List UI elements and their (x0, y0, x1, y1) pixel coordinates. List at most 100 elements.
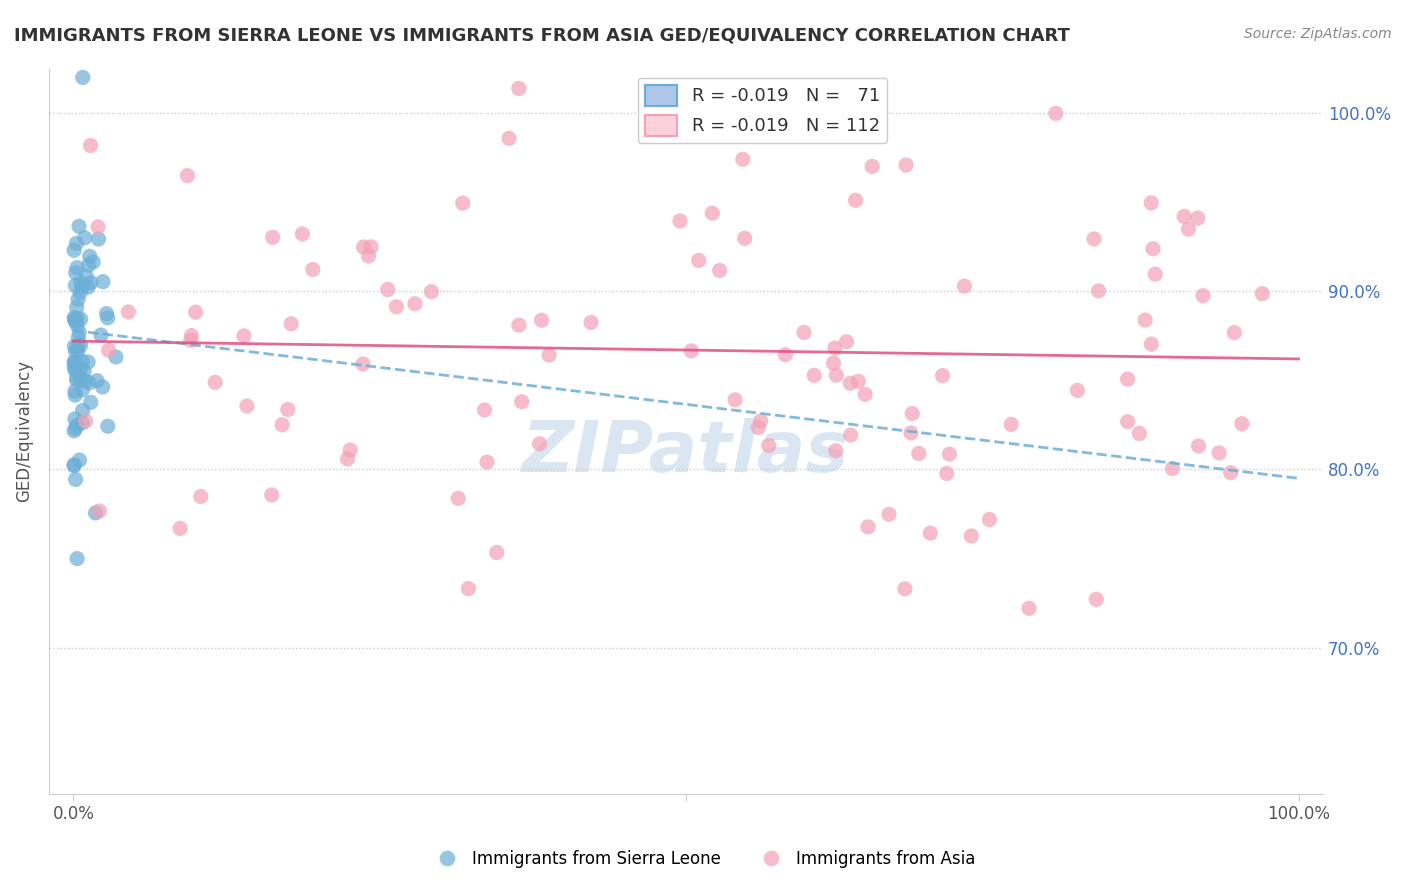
Sierra Leone (65, 473, 87, 487)
Sierra Leone (67, 331, 90, 345)
Asia (1177, 222, 1199, 236)
Asia (457, 582, 479, 596)
Sierra Leone (72, 403, 94, 417)
Asia (1161, 461, 1184, 475)
Asia (657, 117, 679, 131)
Asia (277, 402, 299, 417)
Asia (749, 414, 772, 428)
Asia (184, 305, 207, 319)
Text: IMMIGRANTS FROM SIERRA LEONE VS IMMIGRANTS FROM ASIA GED/EQUIVALENCY CORRELATION: IMMIGRANTS FROM SIERRA LEONE VS IMMIGRAN… (14, 27, 1070, 45)
Asia (709, 263, 731, 277)
Y-axis label: GED/Equivalency: GED/Equivalency (15, 360, 32, 502)
Asia (920, 526, 942, 541)
Asia (301, 262, 323, 277)
Sierra Leone (63, 363, 86, 377)
Asia (901, 407, 924, 421)
Asia (280, 317, 302, 331)
Asia (724, 392, 747, 407)
Asia (734, 231, 756, 245)
Sierra Leone (63, 458, 86, 472)
Asia (1223, 326, 1246, 340)
Asia (894, 582, 917, 596)
Sierra Leone (63, 244, 86, 258)
Asia (352, 357, 374, 371)
Sierra Leone (65, 236, 87, 251)
Sierra Leone (65, 361, 87, 376)
Sierra Leone (84, 506, 107, 520)
Sierra Leone (80, 395, 103, 409)
Sierra Leone (63, 412, 86, 426)
Asia (475, 455, 498, 469)
Asia (1018, 601, 1040, 615)
Sierra Leone (75, 374, 97, 388)
Sierra Leone (66, 370, 89, 384)
Asia (979, 512, 1001, 526)
Sierra Leone (63, 355, 86, 369)
Asia (485, 545, 508, 559)
Asia (498, 131, 520, 145)
Asia (960, 529, 983, 543)
Asia (775, 348, 797, 362)
Asia (530, 313, 553, 327)
Asia (180, 328, 202, 343)
Sierra Leone (75, 269, 97, 284)
Asia (1128, 426, 1150, 441)
Sierra Leone (79, 249, 101, 263)
Sierra Leone (63, 312, 86, 326)
Sierra Leone (65, 373, 87, 387)
Asia (508, 318, 530, 333)
Asia (824, 341, 846, 355)
Sierra Leone (67, 219, 90, 234)
Sierra Leone (72, 279, 94, 293)
Asia (336, 451, 359, 466)
Sierra Leone (77, 355, 100, 369)
Text: ZIPatlas: ZIPatlas (523, 418, 849, 487)
Asia (1192, 289, 1215, 303)
Asia (1133, 313, 1156, 327)
Sierra Leone (79, 376, 101, 390)
Asia (1140, 337, 1163, 351)
Sierra Leone (63, 355, 86, 369)
Asia (835, 334, 858, 349)
Sierra Leone (66, 418, 89, 433)
Asia (702, 206, 724, 220)
Asia (529, 437, 551, 451)
Sierra Leone (70, 360, 93, 375)
Sierra Leone (91, 380, 114, 394)
Asia (377, 283, 399, 297)
Sierra Leone (63, 339, 86, 353)
Sierra Leone (69, 338, 91, 352)
Asia (824, 443, 846, 458)
Asia (579, 315, 602, 329)
Sierra Leone (63, 384, 86, 399)
Legend: R = -0.019   N =   71, R = -0.019   N = 112: R = -0.019 N = 71, R = -0.019 N = 112 (638, 78, 887, 143)
Asia (758, 438, 780, 452)
Sierra Leone (67, 293, 90, 307)
Asia (856, 520, 879, 534)
Sierra Leone (82, 255, 104, 269)
Asia (845, 194, 868, 208)
Sierra Leone (65, 314, 87, 328)
Asia (1066, 384, 1088, 398)
Asia (1142, 242, 1164, 256)
Asia (451, 196, 474, 211)
Asia (538, 348, 561, 362)
Asia (360, 240, 382, 254)
Sierra Leone (87, 232, 110, 246)
Sierra Leone (73, 364, 96, 378)
Sierra Leone (72, 354, 94, 368)
Asia (907, 446, 929, 460)
Asia (825, 368, 848, 383)
Sierra Leone (72, 70, 94, 85)
Asia (931, 368, 953, 383)
Asia (79, 138, 101, 153)
Asia (1144, 267, 1167, 281)
Asia (1085, 592, 1108, 607)
Sierra Leone (77, 258, 100, 272)
Sierra Leone (65, 421, 87, 435)
Asia (508, 81, 530, 95)
Sierra Leone (66, 260, 89, 275)
Legend: Immigrants from Sierra Leone, Immigrants from Asia: Immigrants from Sierra Leone, Immigrants… (423, 844, 983, 875)
Asia (339, 443, 361, 458)
Sierra Leone (70, 371, 93, 385)
